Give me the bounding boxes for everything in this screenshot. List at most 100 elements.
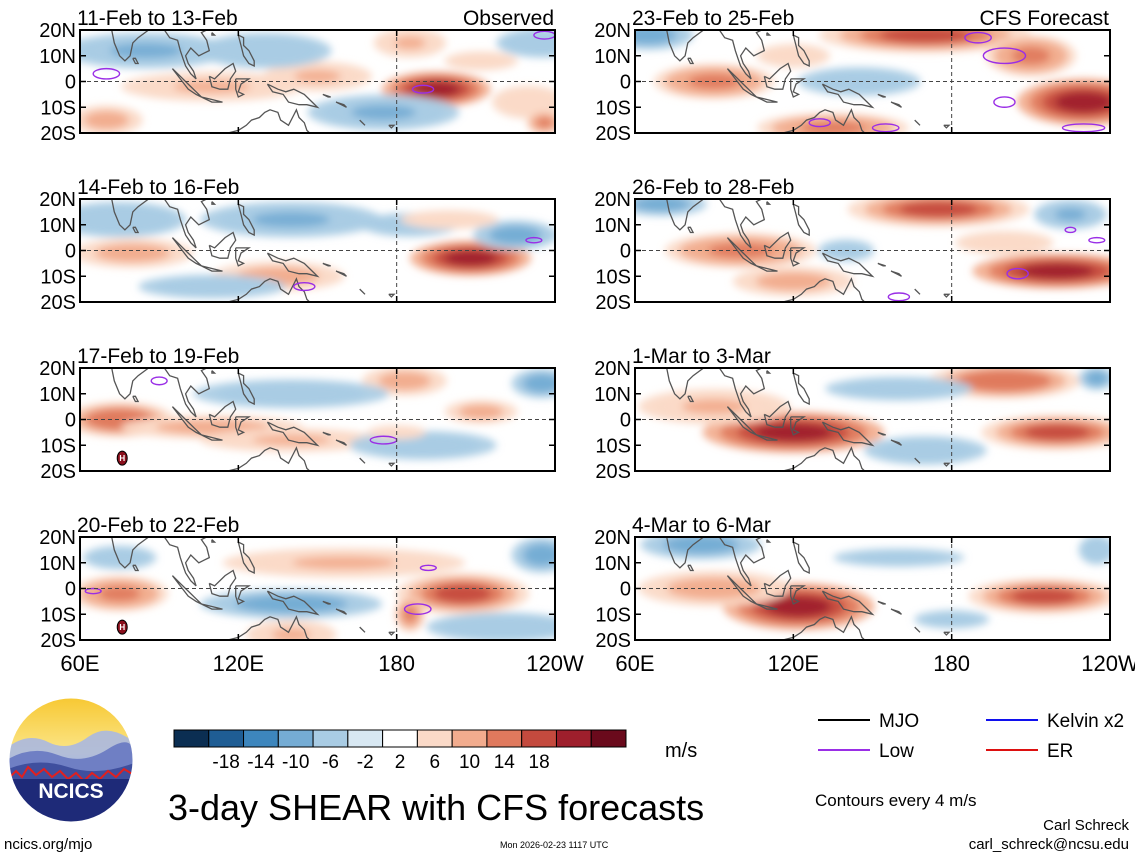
colorbar-bin (451, 729, 488, 748)
coastline (687, 57, 695, 65)
coastlines (666, 537, 951, 640)
colorbar-bin (486, 729, 523, 748)
shear-anomaly (423, 214, 476, 225)
y-tick-label: 0 (620, 72, 631, 94)
low-contour (871, 123, 900, 133)
coastline (201, 96, 223, 103)
colorbar-bin (173, 729, 210, 748)
shear-anomaly (236, 43, 294, 59)
shear-anomaly (109, 43, 183, 59)
x-tick-label: 120E (213, 651, 264, 676)
panel-date-label: 11-Feb to 13-Feb (77, 7, 238, 30)
y-tick-label: 10N (39, 384, 76, 406)
coastline (359, 457, 366, 464)
coastline (914, 457, 921, 464)
shear-anomaly (522, 36, 555, 50)
coastline (790, 416, 807, 436)
y-tick-label: 20N (39, 20, 76, 42)
coastline (821, 83, 875, 109)
h-marker: H (116, 619, 128, 635)
coastline (163, 199, 211, 249)
x-tick-label: 120W (1081, 651, 1135, 676)
shear-anomaly (386, 374, 423, 388)
x-tick-label: 180 (933, 651, 970, 676)
website-link[interactable]: ncics.org/mjo (4, 836, 93, 853)
shear-field (635, 199, 1110, 302)
coastline (235, 247, 252, 267)
shear-anomaly (767, 275, 820, 288)
coastline (756, 265, 778, 272)
svg-text:H: H (119, 454, 125, 463)
y-tick-label: 20N (594, 20, 631, 42)
coastlines (111, 537, 396, 640)
author-name: Carl Schreck (1043, 817, 1129, 834)
coastline (718, 199, 766, 249)
coastline (111, 368, 149, 400)
y-tick-label: 20S (595, 292, 631, 314)
colorbar-label: 2 (395, 752, 406, 773)
coastline (718, 537, 766, 587)
coastlines (666, 368, 951, 471)
coastline (790, 247, 807, 267)
colorbar-bin (416, 729, 453, 748)
y-tick-label: 20S (40, 123, 76, 145)
coastline (111, 537, 149, 569)
shear-anomaly (271, 628, 311, 640)
low-contour (887, 292, 911, 302)
coastline (211, 370, 217, 374)
coastline (666, 368, 704, 400)
svg-text:H: H (119, 623, 125, 632)
coastline (335, 101, 347, 108)
coastline (774, 446, 866, 471)
timestamp: Mon 2026-02-23 1117 UTC (500, 840, 609, 850)
figure-title: 3-day SHEAR with CFS forecasts (168, 787, 705, 828)
shear-anomaly (773, 49, 813, 63)
y-tick-label: 10S (40, 435, 76, 457)
y-tick-label: 10S (40, 266, 76, 288)
shear-anomaly (351, 104, 416, 120)
shear-anomaly (635, 30, 668, 42)
x-tick-label: 120W (526, 651, 584, 676)
coastline (792, 541, 810, 575)
author-email[interactable]: carl_schreck@ncsu.edu (968, 836, 1129, 853)
ncics-logo: NCICS (8, 697, 134, 823)
coastline (756, 603, 778, 610)
coastline (211, 539, 217, 543)
coastline (219, 615, 311, 640)
colorbar-bin (590, 729, 627, 748)
coastlines (111, 199, 396, 302)
shear-anomaly (252, 597, 330, 611)
colorbar-bin (555, 729, 592, 748)
shear-anomaly (536, 117, 553, 128)
coastline (322, 93, 331, 98)
coastlines (666, 199, 951, 302)
coastline (359, 626, 366, 633)
shear-anomaly (972, 373, 1037, 389)
shear-anomaly (434, 584, 492, 603)
coastline (237, 34, 255, 68)
y-tick-label: 10S (595, 97, 631, 119)
coastline (359, 288, 366, 295)
colorbar: -18 -14 -10 -6 -2 2 6 10 14 18 (173, 729, 627, 773)
coastline (766, 539, 772, 543)
coastline (877, 600, 886, 605)
coastline (335, 270, 347, 277)
coastline (774, 277, 866, 302)
colorbar-label: 6 (429, 752, 440, 773)
coastline (132, 57, 140, 65)
coastline (718, 30, 766, 80)
y-tick-label: 20S (595, 461, 631, 483)
panel-3: H 20N 10N 0 10S 20S 17-Feb to 19-Feb (39, 345, 556, 483)
y-tick-label: 10S (40, 604, 76, 626)
coastline (890, 101, 902, 108)
coastline (266, 421, 320, 447)
coastline (890, 439, 902, 446)
coastline (388, 293, 396, 298)
coastline (266, 252, 320, 278)
coastline (666, 199, 704, 231)
shear-anomaly (853, 551, 945, 564)
colorbar-bin (312, 729, 349, 748)
y-tick-label: 20N (594, 527, 631, 549)
coastline (763, 400, 792, 428)
panel-date-label: 17-Feb to 19-Feb (77, 345, 239, 368)
